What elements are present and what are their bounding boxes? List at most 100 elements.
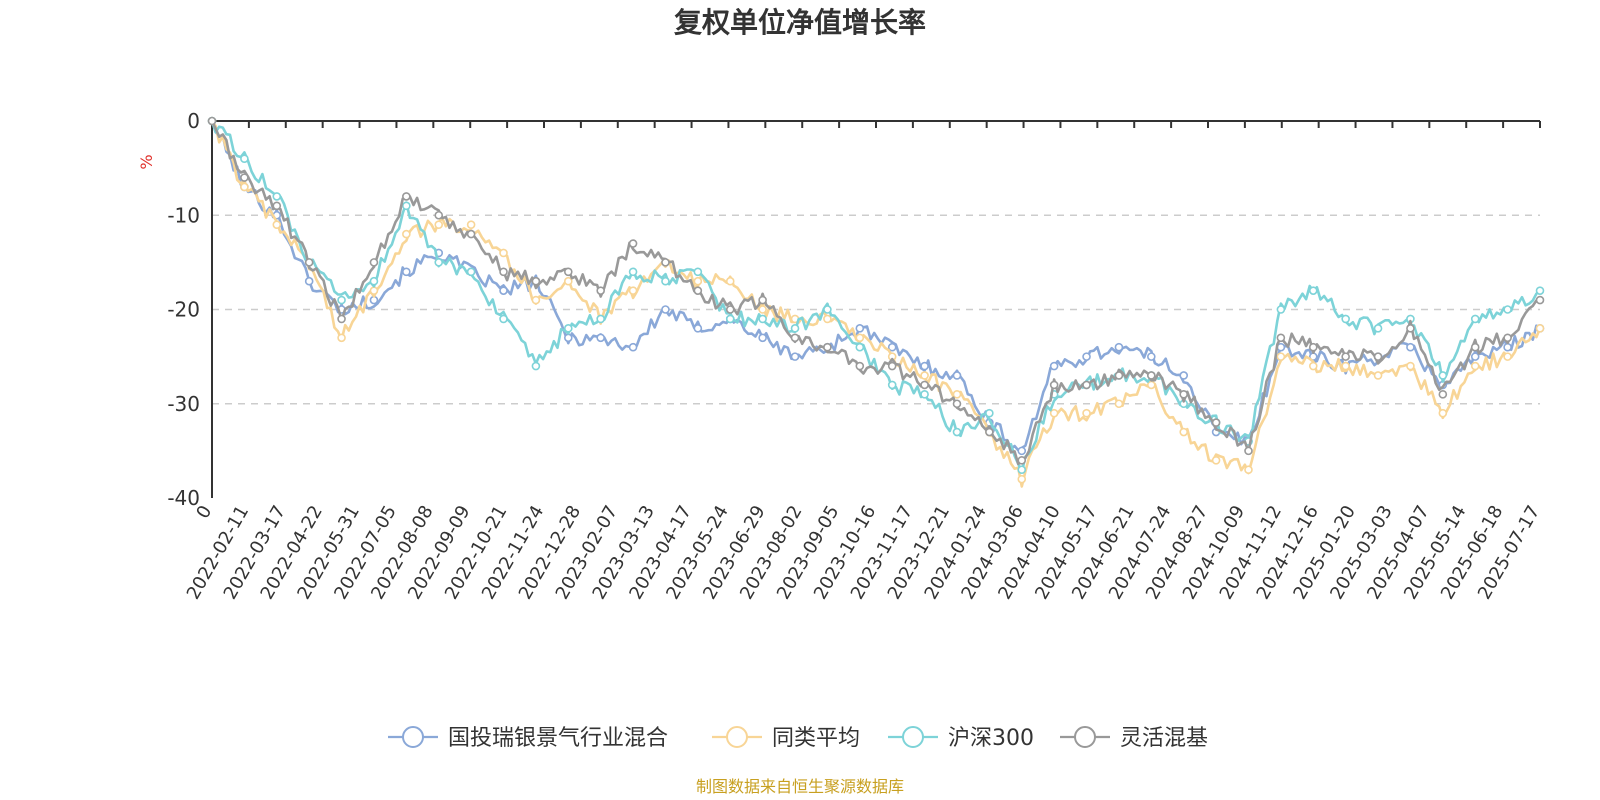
data-point xyxy=(596,314,605,324)
series-lines xyxy=(207,116,1545,488)
data-point xyxy=(628,342,638,352)
data-point xyxy=(952,399,962,409)
data-point xyxy=(434,220,444,229)
data-point xyxy=(369,276,379,286)
data-point xyxy=(207,116,217,126)
data-point xyxy=(240,182,249,192)
data-point xyxy=(1503,333,1512,343)
data-point xyxy=(499,267,508,277)
data-point xyxy=(790,324,800,333)
data-point xyxy=(1535,286,1545,295)
data-point xyxy=(499,248,508,258)
data-point xyxy=(434,210,444,220)
data-point xyxy=(240,154,249,163)
data-point xyxy=(304,258,314,267)
data-point xyxy=(272,192,282,201)
chart-title: 复权单位净值增长率 xyxy=(674,6,926,39)
data-point xyxy=(1049,408,1059,418)
data-point xyxy=(887,342,897,352)
data-point xyxy=(1373,352,1383,361)
data-point xyxy=(240,173,249,182)
data-point xyxy=(1535,295,1545,305)
y-tick-label: -40 xyxy=(167,486,200,510)
legend-label: 灵活混基 xyxy=(1120,726,1208,751)
data-point xyxy=(304,276,314,286)
data-point xyxy=(952,371,962,380)
data-point xyxy=(466,267,476,277)
data-point xyxy=(952,427,962,437)
legend-circle-marker xyxy=(1074,726,1096,748)
legend-circle-marker xyxy=(402,726,424,748)
data-point xyxy=(1017,455,1027,465)
y-tick-label: -10 xyxy=(167,203,200,227)
data-point xyxy=(823,305,832,314)
data-point xyxy=(887,380,897,390)
legend-item[interactable]: 灵活混基 xyxy=(1060,726,1208,751)
series-line xyxy=(210,120,1541,474)
data-point xyxy=(855,342,865,352)
data-point xyxy=(1406,361,1415,371)
series-line xyxy=(210,120,1541,452)
data-point xyxy=(1211,455,1221,465)
y-tick-label: -30 xyxy=(167,392,200,416)
data-point xyxy=(758,295,767,305)
data-point xyxy=(661,258,670,267)
data-point xyxy=(531,361,541,371)
legend-label: 国投瑞银景气行业混合 xyxy=(448,726,668,751)
data-point xyxy=(1114,399,1124,409)
data-point xyxy=(920,380,929,390)
data-point xyxy=(823,342,832,352)
data-point xyxy=(1017,465,1027,475)
data-point xyxy=(855,361,865,371)
data-point xyxy=(725,314,735,324)
data-point xyxy=(823,314,832,324)
data-point xyxy=(758,305,767,314)
data-point xyxy=(693,324,703,333)
legend-item[interactable]: 国投瑞银景气行业混合 xyxy=(388,726,668,751)
data-point xyxy=(1308,286,1318,295)
data-point xyxy=(1049,380,1059,390)
data-point xyxy=(1373,324,1383,333)
grid-lines xyxy=(212,214,1540,405)
data-point xyxy=(693,276,703,286)
y-axis-unit-label: % xyxy=(137,154,156,169)
data-point xyxy=(1082,352,1091,361)
data-point xyxy=(369,258,379,267)
data-point xyxy=(402,267,411,277)
data-point xyxy=(402,192,411,201)
data-point xyxy=(1406,342,1415,352)
data-point xyxy=(1503,305,1512,314)
data-point xyxy=(920,361,929,371)
data-point xyxy=(1341,314,1350,324)
data-point xyxy=(1341,361,1350,371)
data-point xyxy=(1017,474,1027,484)
data-point xyxy=(1017,446,1027,456)
data-point xyxy=(855,333,865,343)
data-point xyxy=(499,314,508,324)
legend[interactable]: 国投瑞银景气行业混合 同类平均 沪深300 灵活混基 xyxy=(388,726,1208,751)
data-point xyxy=(1082,408,1091,418)
data-point xyxy=(758,314,767,324)
data-point xyxy=(855,324,865,333)
data-point xyxy=(1179,390,1189,399)
data-point xyxy=(1179,371,1189,380)
data-point xyxy=(628,286,638,295)
data-point xyxy=(1114,342,1124,352)
data-point xyxy=(1244,465,1253,475)
data-point xyxy=(1147,371,1156,380)
data-point xyxy=(1470,352,1480,361)
data-point xyxy=(563,324,573,333)
legend-item[interactable]: 同类平均 xyxy=(712,726,860,751)
data-point xyxy=(402,201,411,211)
data-point xyxy=(1276,305,1286,314)
data-point xyxy=(563,333,573,343)
data-point xyxy=(466,220,476,229)
y-tick-label: -20 xyxy=(167,298,200,322)
data-point xyxy=(693,286,703,295)
data-point xyxy=(1049,361,1059,371)
legend-item[interactable]: 沪深300 xyxy=(888,726,1034,751)
data-point xyxy=(1341,352,1350,361)
data-point xyxy=(725,276,735,286)
